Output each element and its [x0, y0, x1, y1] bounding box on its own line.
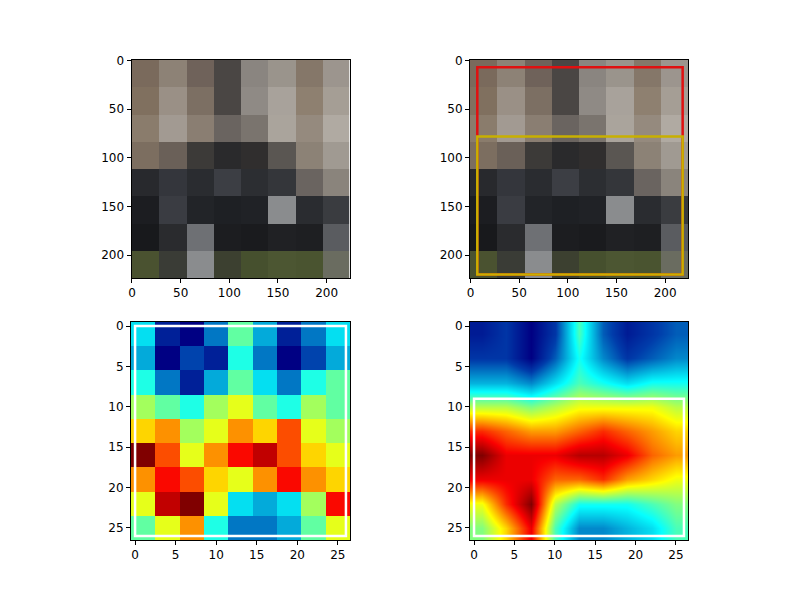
svg-text:15: 15 [447, 440, 462, 454]
svg-text:0: 0 [116, 319, 124, 333]
svg-text:150: 150 [101, 200, 124, 214]
svg-text:0: 0 [116, 54, 124, 68]
svg-text:100: 100 [218, 286, 241, 300]
svg-text:150: 150 [605, 286, 628, 300]
svg-text:0: 0 [128, 286, 136, 300]
svg-text:200: 200 [101, 248, 124, 262]
svg-text:25: 25 [668, 548, 683, 562]
svg-text:15: 15 [108, 440, 123, 454]
svg-text:10: 10 [447, 400, 462, 414]
svg-text:150: 150 [267, 286, 290, 300]
svg-text:0: 0 [455, 319, 463, 333]
svg-text:200: 200 [654, 286, 677, 300]
svg-text:25: 25 [108, 521, 123, 535]
svg-text:50: 50 [173, 286, 188, 300]
svg-text:200: 200 [440, 248, 463, 262]
svg-text:200: 200 [315, 286, 338, 300]
svg-text:50: 50 [512, 286, 527, 300]
svg-text:150: 150 [440, 200, 463, 214]
svg-text:100: 100 [440, 151, 463, 165]
svg-text:20: 20 [108, 481, 123, 495]
svg-text:0: 0 [467, 286, 475, 300]
svg-text:20: 20 [628, 548, 643, 562]
svg-text:25: 25 [447, 521, 462, 535]
svg-text:100: 100 [101, 151, 124, 165]
svg-text:25: 25 [330, 548, 345, 562]
svg-text:20: 20 [290, 548, 305, 562]
svg-text:0: 0 [131, 548, 139, 562]
svg-text:15: 15 [249, 548, 264, 562]
svg-text:100: 100 [556, 286, 579, 300]
svg-text:5: 5 [116, 360, 124, 374]
svg-text:10: 10 [547, 548, 562, 562]
svg-text:20: 20 [447, 481, 462, 495]
svg-text:5: 5 [455, 360, 463, 374]
svg-text:10: 10 [108, 400, 123, 414]
svg-text:15: 15 [588, 548, 603, 562]
svg-text:50: 50 [447, 102, 462, 116]
svg-text:0: 0 [455, 54, 463, 68]
svg-text:0: 0 [470, 548, 478, 562]
svg-text:50: 50 [109, 102, 124, 116]
svg-text:5: 5 [511, 548, 519, 562]
svg-text:5: 5 [172, 548, 180, 562]
svg-text:10: 10 [209, 548, 224, 562]
